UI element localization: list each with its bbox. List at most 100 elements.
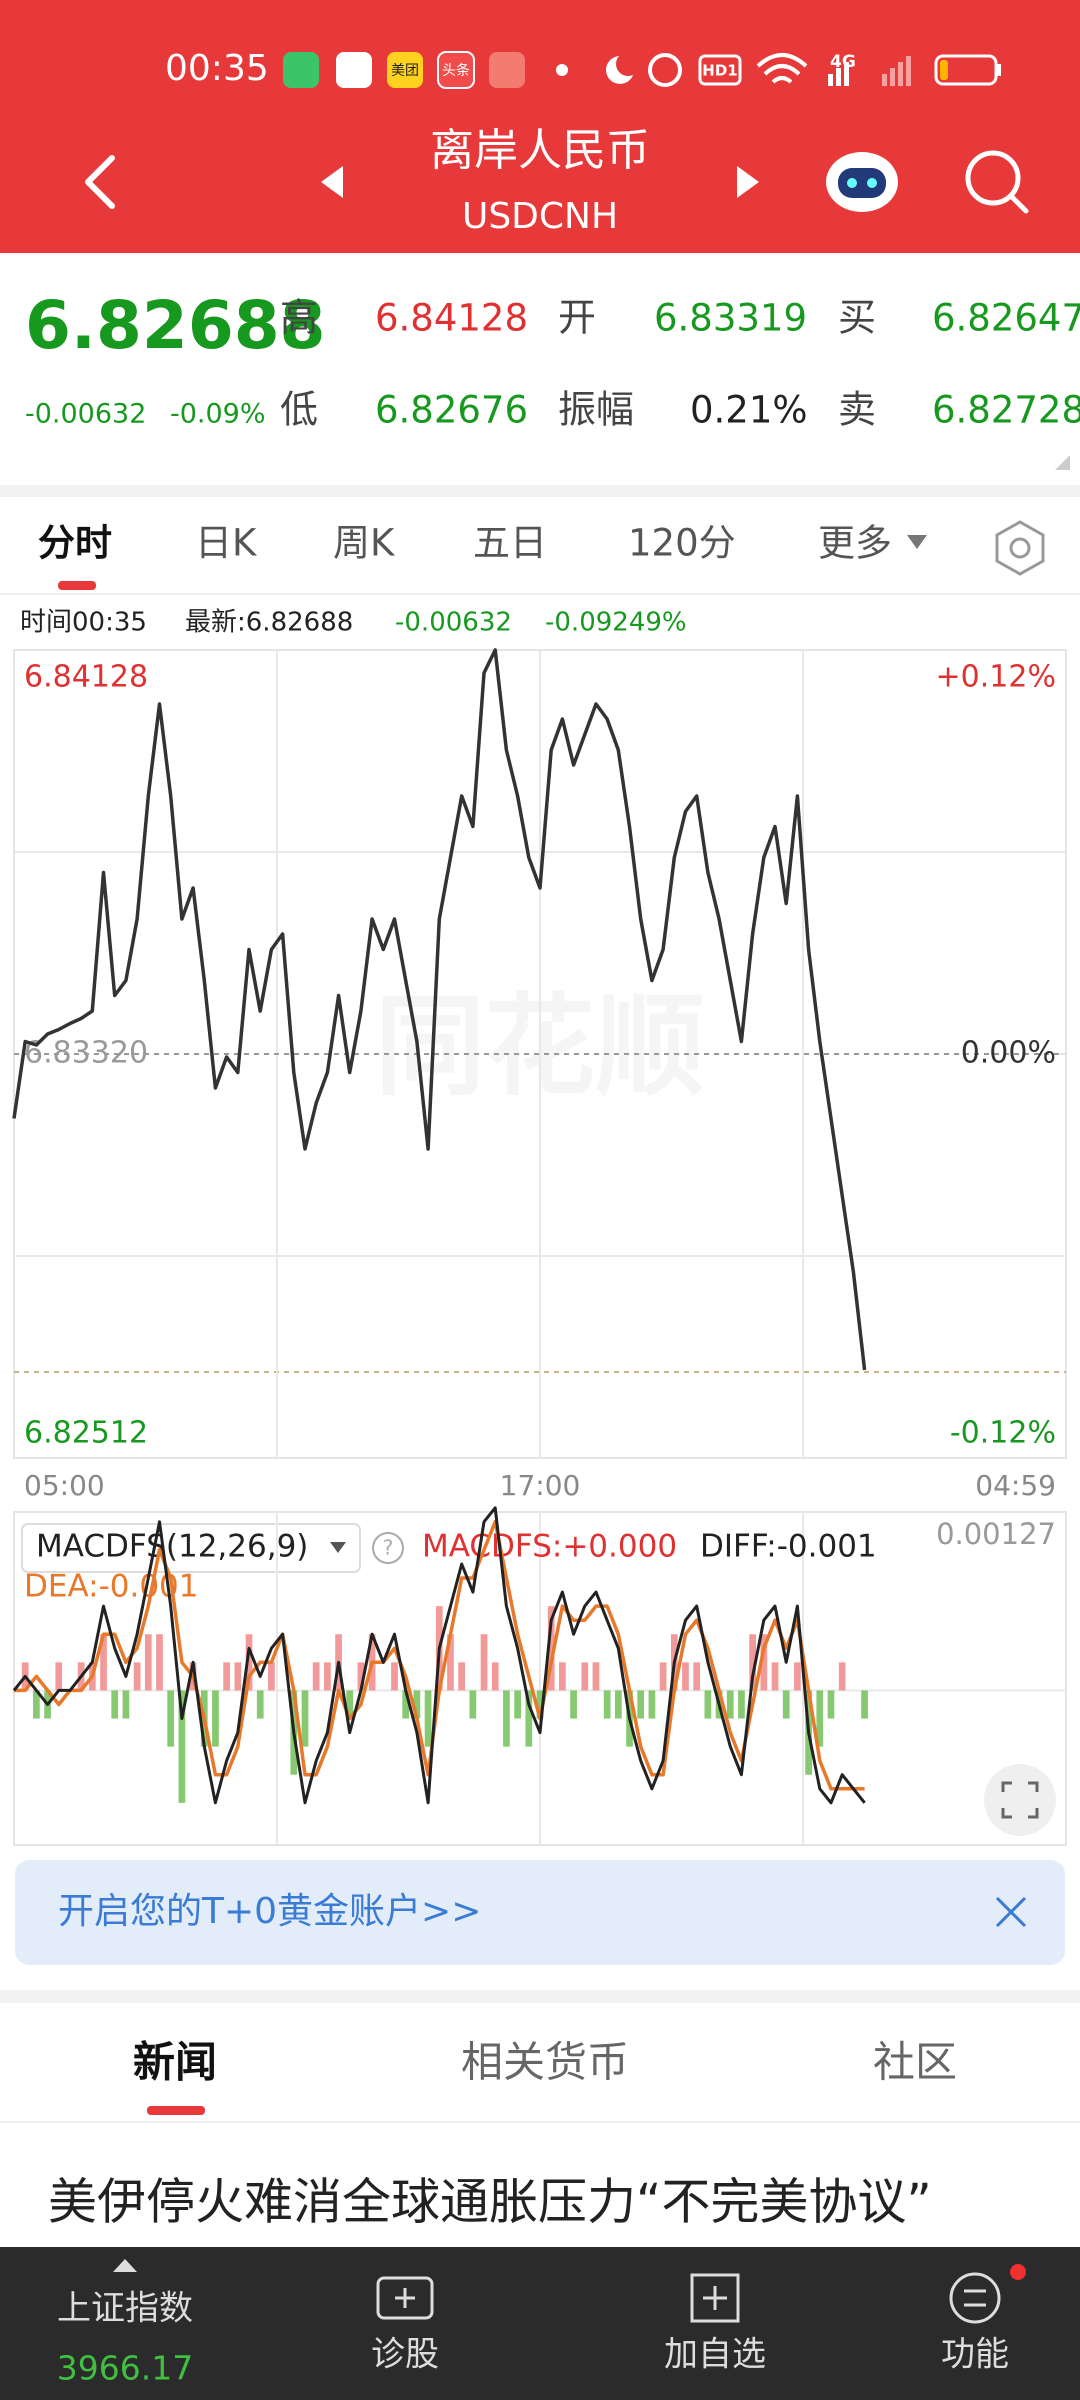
macd-bar (648, 1690, 656, 1719)
macd-bar (324, 1662, 331, 1691)
index-expand[interactable] (113, 2259, 137, 2272)
robot-face (838, 168, 886, 198)
signal-bar (882, 74, 887, 86)
field-label: 高 (280, 296, 318, 340)
nav-item[interactable]: 诊股 (371, 2335, 439, 2375)
indicator-selector[interactable] (21, 1523, 361, 1573)
bottom-nav (0, 2247, 1080, 2400)
search-button[interactable] (965, 150, 1029, 214)
x-tick-label: 04:59 (975, 1469, 1056, 1502)
y2-tick-label: +0.12% (936, 660, 1056, 695)
status-icon (437, 51, 475, 89)
ad-banner[interactable] (15, 1860, 1065, 1965)
macd-bar (726, 1690, 734, 1719)
prev-button[interactable] (321, 166, 343, 198)
macd-bar (133, 1662, 141, 1691)
x-tick-label: 05:00 (24, 1469, 105, 1502)
macd-bar (301, 1690, 309, 1747)
signal-bar (828, 74, 833, 86)
more-dropdown (907, 535, 927, 549)
macd-bar (391, 1662, 398, 1691)
price-change-pct: -0.09% (170, 399, 266, 430)
field-label: 振幅 (558, 388, 634, 432)
field-label: 卖 (838, 388, 876, 432)
field-value: 6.83319 (654, 297, 807, 340)
macd-bar (738, 1690, 745, 1719)
news-tab[interactable]: 社区 (873, 2038, 957, 2087)
help-button[interactable] (372, 1532, 404, 1564)
index-name[interactable]: 上证指数 (57, 2289, 193, 2329)
back-button[interactable] (85, 155, 115, 209)
macd-bar (536, 1690, 544, 1719)
field-label: 开 (558, 296, 596, 340)
search-lens (965, 150, 1021, 206)
chart-tab[interactable]: 日K (195, 522, 258, 565)
separator (0, 1990, 1080, 2003)
macd-bar (178, 1690, 186, 1803)
macd-bar (167, 1690, 175, 1747)
nav-icon (395, 2288, 415, 2308)
news-tab[interactable]: 新闻 (133, 2038, 217, 2087)
chart-tab[interactable]: 更多 (818, 522, 892, 565)
macd-bar (592, 1662, 600, 1691)
settings-button[interactable] (995, 520, 1045, 576)
info-latest: 最新:6.82688 (185, 608, 353, 638)
status-hd (698, 54, 742, 86)
macd-bar (156, 1634, 163, 1691)
nav-item[interactable]: 加自选 (664, 2335, 766, 2375)
nav-icon (703, 2286, 727, 2310)
y-tick-label: 0.00127 (936, 1517, 1056, 1551)
macd-bar (55, 1662, 63, 1691)
macd-bar (458, 1662, 466, 1691)
next-button[interactable] (737, 166, 759, 198)
macd-bar (514, 1690, 521, 1719)
macd-bar (111, 1690, 119, 1719)
status-alarm (648, 53, 682, 87)
news-headline[interactable]: 美伊停火难消全球通胀压力“不完美协议” (48, 2174, 932, 2231)
ad-text: 开启您的T+0黄金账户>> (58, 1891, 481, 1932)
x-tick-label: 17:00 (500, 1469, 581, 1502)
macd-bar (256, 1690, 264, 1719)
info-change: -0.00632 (395, 608, 512, 638)
chart-tab[interactable]: 周K (333, 522, 396, 565)
macd-bar (525, 1690, 533, 1747)
status-icon-label: 美团 (391, 63, 419, 79)
header-subtitle: USDCNH (462, 196, 618, 237)
nav-icon (376, 2276, 434, 2320)
assistant-button[interactable] (826, 152, 898, 212)
chart-tab[interactable]: 120分 (628, 522, 736, 565)
y-tick-label: 6.84128 (24, 660, 148, 695)
battery (934, 54, 998, 86)
nav-item[interactable]: 功能 (941, 2335, 1009, 2375)
chart-tab[interactable]: 分时 (38, 522, 112, 565)
y2-tick-label: 0.00% (961, 1036, 1056, 1071)
status-icon (489, 52, 525, 88)
separator (0, 485, 1080, 497)
expand-corner[interactable] (1055, 455, 1070, 470)
status-dot (556, 64, 568, 76)
field-label: 买 (838, 296, 876, 340)
signal-bar (844, 62, 849, 86)
fullscreen-button[interactable] (984, 1764, 1056, 1836)
status-network: 4G (830, 52, 856, 72)
info-change-pct: -0.09249% (545, 608, 687, 638)
chart-tab[interactable]: 五日 (473, 522, 547, 565)
index-value: 3966.17 (57, 2349, 193, 2388)
field-value: 6.82676 (375, 389, 528, 432)
header-bg (0, 0, 1080, 253)
signal-bar (836, 68, 841, 86)
y2-tick-label: -0.12% (950, 1416, 1056, 1451)
macd-bar (693, 1662, 701, 1691)
macd-bar (581, 1662, 589, 1691)
help-icon: ? (383, 1536, 394, 1560)
ad-close[interactable] (995, 1896, 1027, 1928)
dea-line (14, 1520, 865, 1791)
macd-bar (100, 1634, 107, 1691)
signal-bar (890, 68, 895, 86)
macd-bar (838, 1662, 846, 1691)
news-tab[interactable]: 相关货币 (461, 2038, 629, 2087)
macd-bar (144, 1634, 152, 1691)
macd-bar (268, 1662, 275, 1691)
